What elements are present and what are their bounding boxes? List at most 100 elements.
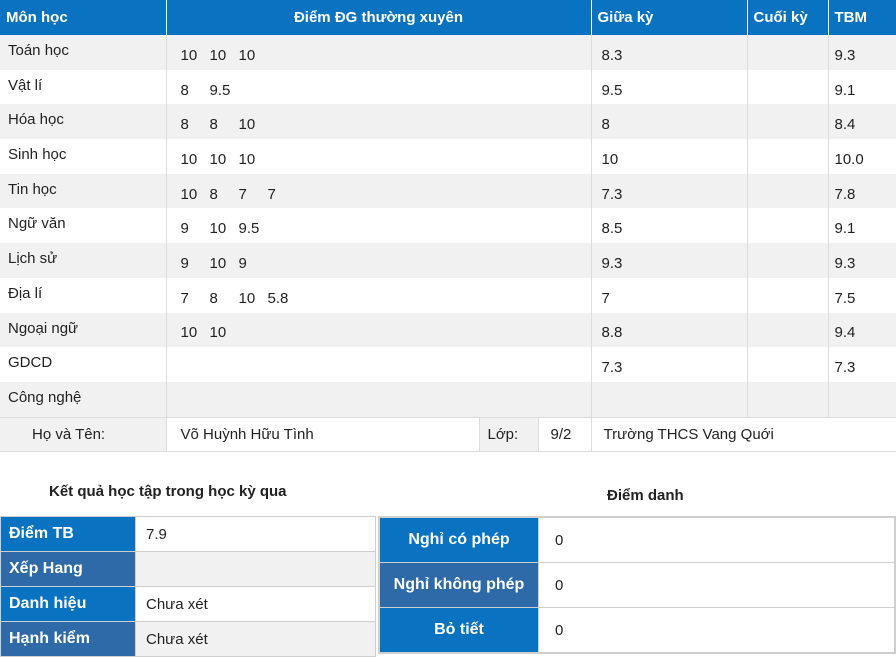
final-score xyxy=(747,69,829,105)
rank-value xyxy=(135,551,376,587)
midterm-score: 10 xyxy=(591,139,748,174)
midterm-score xyxy=(591,381,748,418)
unexcused-label: Nghỉ không phép xyxy=(378,562,539,608)
regular-score: 10 xyxy=(180,150,198,168)
header-final: Cuối kỳ xyxy=(747,0,829,35)
regular-score: 9.5 xyxy=(238,220,260,238)
final-score xyxy=(747,35,829,70)
results-title: Kết quả học tập trong học kỳ qua xyxy=(49,483,287,500)
attendance-row-excused: Nghỉ có phép 0 xyxy=(378,516,896,563)
midterm-score: 8.8 xyxy=(591,312,748,348)
regular-score: 10 xyxy=(209,46,227,64)
regular-score: 10 xyxy=(238,150,256,168)
midterm-score: 9.3 xyxy=(591,243,748,278)
student-name-label: Họ và Tên: xyxy=(0,416,167,452)
honor-label: Danh hiệu xyxy=(0,586,136,622)
regular-score: 10 xyxy=(209,220,227,238)
student-name-value: Võ Huỳnh Hữu Tình xyxy=(180,425,314,443)
average-score: 8.4 xyxy=(828,104,896,140)
grades-body: Toán học 10 10 10 8.3 9.3 Vật lí 8 9.5 9.5 9.1 Hóa … xyxy=(0,35,896,418)
results-row-rank: Xếp Hang xyxy=(0,551,376,587)
regular-scores xyxy=(166,381,592,418)
class-label: Lớp: xyxy=(478,417,539,451)
subject-row: Vật lí 8 9.5 9.5 9.1 xyxy=(0,69,896,105)
regular-score: 8 xyxy=(209,116,218,134)
subject-row: Hóa học 8 8 10 8 8.4 xyxy=(0,104,896,140)
final-score xyxy=(747,104,829,140)
midterm-score: 8.5 xyxy=(591,208,748,244)
average-score: 9.1 xyxy=(828,208,896,244)
final-score xyxy=(747,347,829,382)
regular-score: 10 xyxy=(238,116,256,134)
subject-name: Địa lí xyxy=(0,277,167,313)
gpa-value: 7.9 xyxy=(135,516,376,552)
final-score xyxy=(747,208,829,244)
regular-scores: 10 10 10 xyxy=(166,139,592,174)
subject-row: Toán học 10 10 10 8.3 9.3 xyxy=(0,35,896,70)
subject-row: Công nghệ xyxy=(0,381,896,418)
class-value: 9/2 xyxy=(550,425,572,443)
regular-score: 8 xyxy=(180,116,189,134)
average-score: 7.3 xyxy=(828,347,896,382)
regular-score: 5.8 xyxy=(267,289,289,307)
skipped-value: 0 xyxy=(538,607,896,654)
subject-row: Ngoại ngữ 10 10 8.8 9.4 xyxy=(0,312,896,348)
midterm-score: 9.5 xyxy=(591,69,748,105)
results-row-conduct: Hạnh kiểm Chưa xét xyxy=(0,621,376,657)
regular-score: 10 xyxy=(180,324,198,342)
excused-value: 0 xyxy=(538,516,896,563)
regular-scores: 10 10 10 xyxy=(166,35,592,70)
student-name: Võ Huỳnh Hữu Tình Lớp: 9/2 xyxy=(166,416,592,452)
subject-name: Ngữ văn xyxy=(0,208,167,244)
attendance-table: Nghỉ có phép 0 Nghỉ không phép 0 Bỏ tiết… xyxy=(378,516,896,654)
subject-name: Lịch sử xyxy=(0,243,167,278)
average-score: 7.5 xyxy=(828,277,896,313)
midterm-score: 8.3 xyxy=(591,35,748,70)
results-row-honor: Danh hiệu Chưa xét xyxy=(0,586,376,622)
attendance-title: Điểm danh xyxy=(607,487,684,504)
regular-scores: 8 8 10 xyxy=(166,104,592,140)
final-score xyxy=(747,381,829,418)
regular-score: 9.5 xyxy=(209,81,231,99)
attendance-row-unexcused: Nghỉ không phép 0 xyxy=(378,562,896,608)
subject-row: Sinh học 10 10 10 10 10.0 xyxy=(0,139,896,174)
grades-table: Môn học Điểm ĐG thường xuyên Giữa kỳ Cuố… xyxy=(0,0,896,452)
regular-score: 10 xyxy=(209,324,227,342)
subject-name: Hóa học xyxy=(0,104,167,140)
subject-name: Ngoại ngữ xyxy=(0,312,167,348)
header-subject: Môn học xyxy=(0,0,167,35)
subject-row: GDCD 7.3 7.3 xyxy=(0,347,896,382)
regular-score: 9 xyxy=(180,254,189,272)
final-score xyxy=(747,243,829,278)
regular-scores: 9 10 9 xyxy=(166,243,592,278)
subject-name: GDCD xyxy=(0,347,167,382)
final-score xyxy=(747,173,829,209)
midterm-score: 7 xyxy=(591,277,748,313)
regular-score: 9 xyxy=(180,220,189,238)
regular-scores: 7 8 10 5.8 xyxy=(166,277,592,313)
results-row-gpa: Điểm TB 7.9 xyxy=(0,516,376,552)
subject-row: Ngữ văn 9 10 9.5 8.5 9.1 xyxy=(0,208,896,244)
regular-score: 8 xyxy=(209,185,218,203)
subject-name: Sinh học xyxy=(0,139,167,174)
excused-label: Nghỉ có phép xyxy=(378,516,539,563)
regular-score: 8 xyxy=(180,81,189,99)
subject-name: Vật lí xyxy=(0,69,167,105)
header-midterm: Giữa kỳ xyxy=(591,0,748,35)
final-score xyxy=(747,139,829,174)
regular-score: 7 xyxy=(180,289,189,307)
regular-score: 9 xyxy=(238,254,247,272)
midterm-score: 7.3 xyxy=(591,347,748,382)
regular-score: 10 xyxy=(238,46,256,64)
conduct-value: Chưa xét xyxy=(135,621,376,657)
final-score xyxy=(747,312,829,348)
average-score: 9.3 xyxy=(828,35,896,70)
regular-scores: 9 10 9.5 xyxy=(166,208,592,244)
regular-score: 10 xyxy=(238,289,256,307)
regular-score: 8 xyxy=(209,289,218,307)
final-score xyxy=(747,277,829,313)
average-score: 9.1 xyxy=(828,69,896,105)
attendance-row-skipped: Bỏ tiết 0 xyxy=(378,607,896,654)
rank-label: Xếp Hang xyxy=(0,551,136,587)
average-score: 10.0 xyxy=(828,139,896,174)
